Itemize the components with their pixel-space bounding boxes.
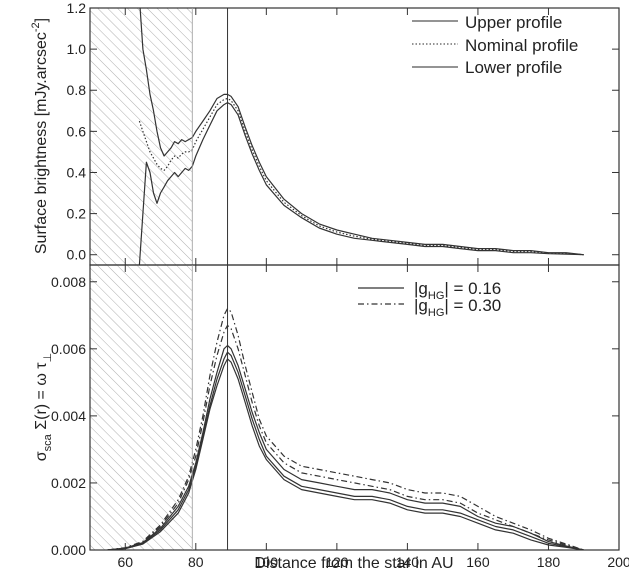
- x-tick-label: 60: [117, 554, 133, 570]
- top-y-axis-label: Surface brightness [mJy.arcsec-2]: [30, 18, 50, 254]
- x-axis-label: Distance from the star in AU: [254, 555, 453, 571]
- legend-label-upper: Upper profile: [465, 13, 562, 32]
- top-series-line-1: [138, 97, 584, 256]
- top-hatched-region: [90, 8, 193, 265]
- top-y-tick-label: 0.6: [67, 123, 87, 139]
- top-x-ticks: [124, 8, 620, 265]
- x-tick-label: 160: [466, 554, 490, 570]
- bottom-scattering-lines: [107, 308, 584, 550]
- x-tick-label: 200: [607, 554, 629, 570]
- bottom-y-tick-label: 0.006: [51, 341, 86, 357]
- bottom-series-line-0: [107, 351, 584, 550]
- top-profile-lines: [138, 8, 584, 265]
- bottom-x-axis: 60 80 100 120 140 160 180 200: [117, 265, 629, 570]
- bottom-plot-frame: [89, 264, 620, 551]
- legend-label-lower: Lower profile: [465, 58, 562, 77]
- bottom-series-line-4: [107, 308, 584, 550]
- top-series-line-2: [138, 101, 584, 265]
- x-tick-label: 100: [255, 554, 279, 570]
- top-y-axis: 0.0 0.2 0.4 0.6 0.8 1.0 1.2: [67, 0, 619, 263]
- bottom-y-axis: 0.000 0.002 0.004 0.006 0.008: [51, 274, 619, 558]
- top-y-tick-label: 1.0: [67, 41, 87, 57]
- top-legend: Upper profile Nominal profile Lower prof…: [412, 13, 578, 77]
- x-tick-label: 180: [537, 554, 561, 570]
- top-series-line-0: [139, 8, 584, 256]
- bottom-y-tick-label: 0.004: [51, 408, 86, 424]
- top-y-tick-label: 0.0: [67, 247, 87, 263]
- bottom-series-line-1: [107, 358, 584, 550]
- top-panel: 0.0 0.2 0.4 0.6 0.8 1.0 1.2 Upper profile Nomi…: [30, 0, 620, 266]
- bottom-series-line-3: [107, 324, 584, 550]
- bottom-panel: 0.000 0.002 0.004 0.006 0.008 60 80 100 120 140 1…: [33, 264, 629, 571]
- top-y-tick-label: 0.4: [67, 164, 87, 180]
- x-tick-label: 140: [396, 554, 420, 570]
- top-y-tick-label: 0.8: [67, 82, 87, 98]
- bottom-y-tick-label: 0.002: [51, 475, 86, 491]
- legend-label-nominal: Nominal profile: [465, 36, 578, 55]
- legend-label-g016: |gHG| = 0.16: [414, 279, 501, 302]
- bottom-y-axis-label: σsca Σ(r) = ω τ⊥: [33, 353, 54, 461]
- bottom-legend: |gHG| = 0.16 |gHG| = 0.30: [358, 279, 501, 319]
- x-tick-label: 120: [325, 554, 349, 570]
- bottom-hatched-region: [90, 265, 193, 550]
- x-tick-label: 80: [188, 554, 204, 570]
- legend-label-g030: |gHG| = 0.30: [414, 296, 501, 319]
- bottom-y-tick-label: 0.008: [51, 274, 86, 290]
- bottom-series-line-2: [107, 344, 584, 550]
- top-y-tick-label: 1.2: [67, 0, 87, 16]
- top-y-tick-label: 0.2: [67, 206, 87, 222]
- bottom-y-tick-label: 0.000: [51, 542, 86, 558]
